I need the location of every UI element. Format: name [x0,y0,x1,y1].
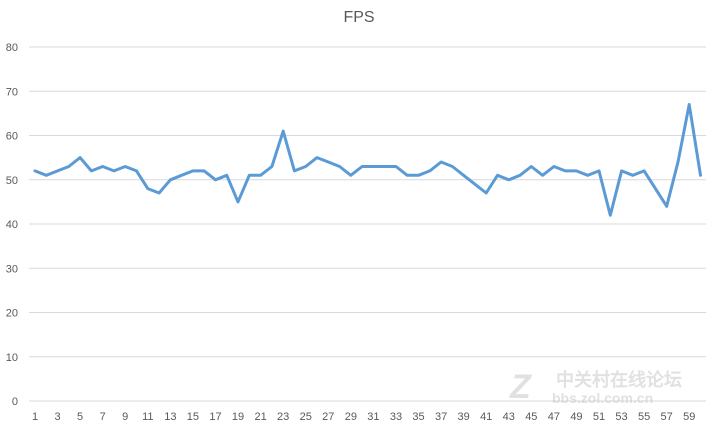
x-tick-label: 7 [100,411,106,423]
watermark-cn-text: 中关村在线论坛 [556,370,682,390]
x-tick-label: 57 [661,411,673,423]
x-tick-label: 25 [300,411,312,423]
x-tick-label: 45 [525,411,537,423]
gridlines [29,46,706,402]
x-tick-label: 13 [164,411,176,423]
x-tick-label: 35 [412,411,424,423]
x-tick-label: 59 [683,411,695,423]
x-tick-label: 11 [142,411,153,423]
y-tick-label: 40 [6,219,18,231]
x-tick-label: 21 [254,411,266,423]
watermark-url-text: bbs.zol.com.cn [552,390,654,406]
y-tick-label: 80 [6,42,18,54]
x-tick-label: 1 [32,411,38,423]
x-tick-label: 51 [593,411,605,423]
x-tick-label: 53 [615,411,627,423]
y-tick-label: 60 [6,131,18,143]
x-tick-label: 3 [54,411,60,423]
x-tick-label: 23 [277,411,289,423]
x-tick-label: 43 [503,411,515,423]
x-tick-label: 9 [122,411,128,423]
chart-title: FPS [343,9,375,26]
x-tick-label: 19 [232,411,244,423]
x-tick-label: 17 [209,411,221,423]
y-tick-label: 30 [6,263,18,275]
fps-series-line [33,103,702,217]
x-tick-label: 29 [345,411,357,423]
y-tick-label: 70 [6,86,18,98]
y-tick-label: 0 [12,396,18,408]
y-tick-label: 50 [6,175,18,187]
y-axis-labels: 0 10 20 30 40 50 60 70 80 [6,42,18,408]
x-tick-label: 31 [367,411,379,423]
x-tick-label: 15 [187,411,199,423]
x-axis-labels: 1 3 5 7 9 11 13 15 17 19 21 23 25 27 29 31 33 35 37 39 41 43 4… [32,411,695,423]
watermark: Z 中关村在线论坛 bbs.zol.com.cn [510,366,682,406]
x-tick-label: 33 [390,411,402,423]
x-tick-label: 39 [458,411,470,423]
x-tick-label: 41 [480,411,492,423]
y-tick-label: 10 [6,352,18,364]
x-tick-label: 27 [322,411,334,423]
x-tick-label: 55 [638,411,650,423]
x-tick-label: 5 [77,411,83,423]
x-tick-label: 49 [570,411,582,423]
y-tick-label: 20 [6,308,18,320]
x-tick-label: 37 [435,411,447,423]
x-tick-label: 47 [548,411,560,423]
zol-logo-icon: Z [510,368,531,406]
